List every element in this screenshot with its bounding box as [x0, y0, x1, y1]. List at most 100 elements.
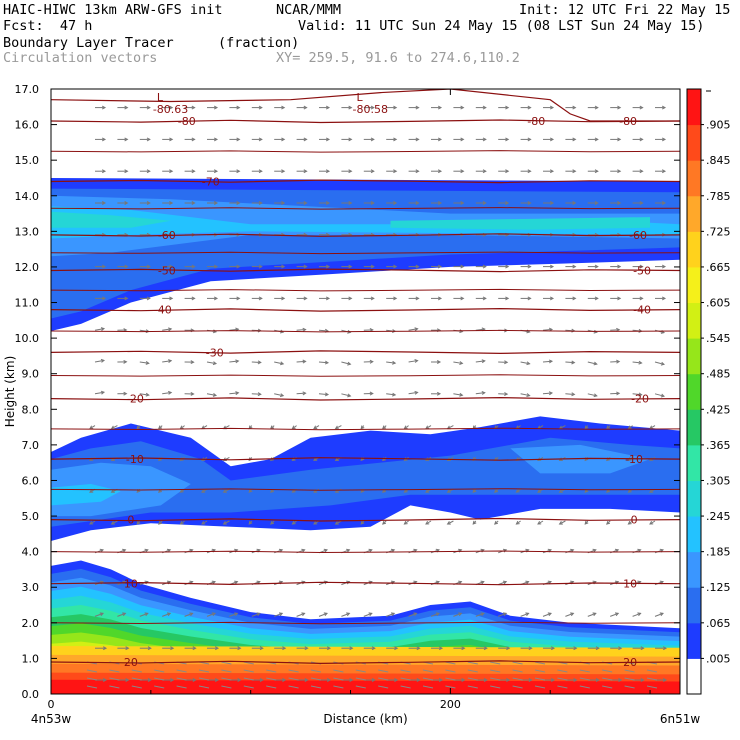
circulation-vector-head — [368, 548, 373, 553]
circulation-vector-head — [505, 264, 510, 269]
circulation-vector-head — [593, 361, 598, 366]
circulation-vector-head — [191, 105, 196, 110]
colorbar-label: .665 — [706, 261, 731, 274]
circulation-vector-head — [505, 105, 510, 110]
circulation-vector — [335, 425, 342, 430]
circulation-vector — [274, 361, 284, 365]
circulation-vector-head — [436, 360, 442, 364]
circulation-vector-head — [549, 201, 555, 205]
circulation-vector-head — [360, 425, 365, 430]
circulation-vector-head — [494, 489, 499, 493]
circulation-vector-head — [281, 169, 286, 174]
x-start-label: 4n53w — [31, 712, 72, 726]
circulation-vector-head — [369, 391, 374, 396]
valid-time: Valid: 11 UTC Sun 24 May 15 (08 LST Sun … — [298, 18, 705, 34]
circulation-vector-head — [323, 548, 328, 553]
circulation-vector-head — [222, 521, 227, 525]
circulation-vector — [445, 669, 456, 673]
circulation-vector — [512, 669, 523, 673]
circulation-vector-head — [549, 105, 555, 110]
circulation-vector — [111, 520, 118, 525]
circulation-vector-head — [168, 359, 173, 364]
circulation-vector-head — [548, 359, 554, 364]
circulation-vector — [139, 612, 148, 617]
circulation-vector-head — [617, 264, 622, 269]
circulation-vector-head — [481, 359, 486, 364]
circulation-vector-head — [594, 169, 599, 174]
circulation-vector-head — [460, 169, 465, 174]
circulation-vector-head — [291, 425, 296, 430]
circulation-vector — [355, 677, 366, 681]
circulation-vector — [602, 685, 613, 689]
circulation-vector — [654, 612, 664, 617]
circulation-vector-head — [527, 169, 532, 174]
circulation-vector-head — [282, 678, 287, 682]
y-tick-label: 8.0 — [22, 403, 40, 416]
circulation-vector — [243, 685, 254, 689]
circulation-vector-head — [660, 361, 665, 366]
circulation-vector — [490, 677, 501, 681]
circulation-vector-head — [270, 520, 275, 525]
colorbar-swatch — [687, 338, 701, 375]
circulation-vector — [266, 677, 277, 681]
colorbar-label: .125 — [706, 581, 731, 594]
circulation-vector-head — [125, 678, 130, 682]
circulation-vector-head — [89, 520, 94, 525]
circulation-vector — [565, 393, 575, 395]
circulation-vector-head — [661, 296, 667, 301]
circulation-vector-head — [592, 612, 597, 617]
isotherm-line — [51, 89, 680, 122]
circulation-vector-head — [415, 137, 420, 142]
circulation-vector-head — [483, 678, 488, 682]
circulation-vector-head — [618, 678, 623, 682]
circulation-vector — [565, 361, 575, 364]
circulation-vector-head — [89, 489, 94, 493]
colorbar-label: .905 — [706, 119, 731, 132]
circulation-vector-head — [136, 520, 141, 525]
circulation-vector — [154, 677, 165, 681]
circulation-vector-head — [527, 201, 532, 205]
circulation-vector-head — [258, 105, 263, 110]
circulation-vector-head — [370, 296, 375, 301]
circulation-vector — [565, 612, 574, 617]
circulation-vector-head — [325, 169, 331, 174]
circulation-vector — [475, 612, 484, 617]
circulation-vector — [490, 661, 501, 665]
circulation-vector — [318, 361, 329, 364]
circulation-vector-head — [460, 264, 465, 269]
circulation-vector-head — [592, 548, 597, 553]
circulation-vector-head — [303, 264, 308, 269]
circulation-vector-head — [179, 489, 184, 493]
circulation-vector-head — [192, 646, 197, 651]
isotherm-line — [51, 329, 680, 333]
circulation-vector-head — [415, 169, 420, 174]
circulation-vector — [221, 685, 232, 689]
circulation-vector-head — [481, 391, 486, 395]
circulation-vector — [288, 669, 299, 673]
circulation-vector-head — [549, 169, 555, 174]
circulation-vector-head — [627, 425, 632, 430]
circulation-vector — [162, 328, 172, 331]
circulation-vector-head — [222, 457, 227, 461]
circulation-vector-head — [571, 360, 576, 365]
circulation-vector-head — [627, 520, 632, 525]
circulation-vector-head — [122, 612, 127, 617]
circulation-vector-head — [147, 646, 152, 651]
circulation-vector-head — [393, 169, 398, 174]
circulation-vector-head — [437, 264, 443, 269]
circulation-vector-head — [640, 678, 645, 682]
circulation-vector-head — [393, 296, 398, 301]
upper-layer-fill — [390, 217, 650, 230]
circulation-vector-head — [235, 391, 240, 396]
circulation-vector-head — [483, 646, 488, 651]
circulation-vector-head — [425, 489, 430, 493]
circulation-vector-head — [213, 264, 219, 269]
circulation-vector — [223, 488, 230, 493]
circulation-vector-head — [256, 612, 261, 617]
circulation-vector-head — [213, 169, 219, 174]
circulation-vector — [318, 329, 329, 332]
circulation-vector-head — [325, 296, 331, 301]
circulation-vector-head — [515, 520, 520, 525]
circulation-vector — [624, 685, 635, 689]
